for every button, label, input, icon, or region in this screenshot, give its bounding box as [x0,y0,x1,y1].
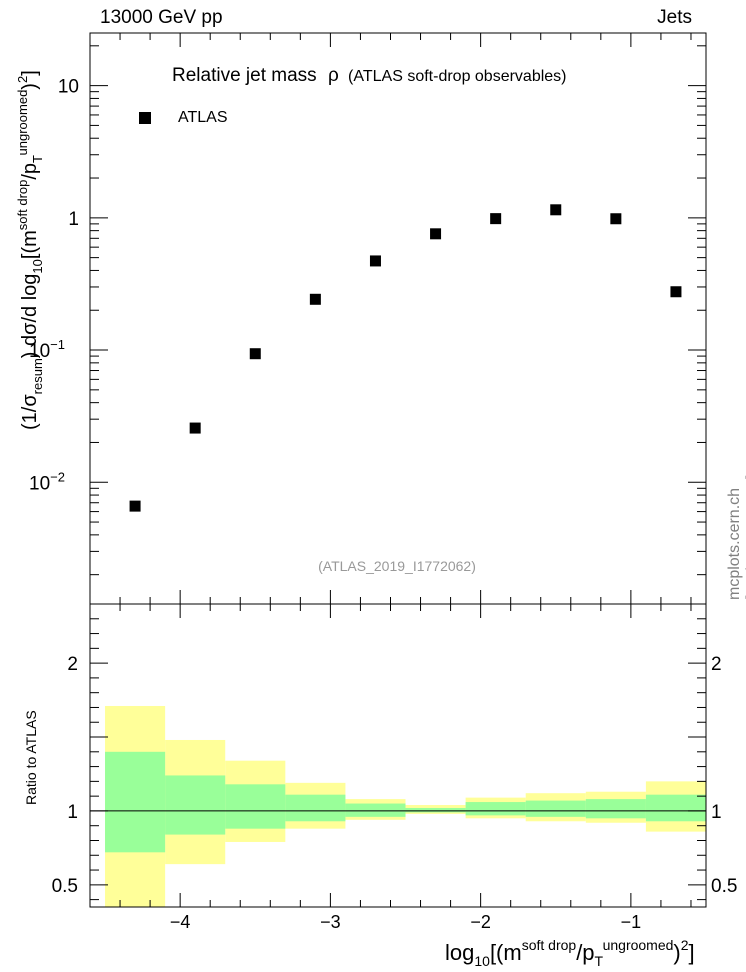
x-tick-label: −3 [320,912,341,932]
legend-label: ATLAS [178,109,228,126]
y-axis-label: (1/σresum) dσ/d log10[(msoft drop/pTungr… [15,70,45,430]
data-point [490,213,502,225]
data-point [369,255,381,267]
x-tick-label: −4 [170,912,191,932]
ratio-y-tick-label-right: 1 [711,802,722,823]
analysis-label: (ATLAS_2019_I1772062) [318,558,476,574]
header-left: 13000 GeV pp [100,7,223,28]
inner-band-bin [585,799,646,819]
ratio-y-tick-label: 0.5 [52,876,78,897]
y-tick-label: 10 [58,77,79,98]
data-point [129,500,141,512]
ratio-y-tick-label-right: 2 [711,654,722,675]
y-tick-label: 10−2 [29,469,65,494]
data-point [430,228,442,240]
data-point [610,213,622,225]
inner-band-bin [345,803,406,817]
inner-band-bin [225,784,286,829]
inner-band-bin [165,775,226,835]
main-plot-area: 10−2 10−1 1 10 [29,32,707,605]
ratio-y-tick-label-right: 0.5 [711,876,737,897]
ratio-plot-area: −4 −3 −2 −1 0.5 0.5 1 1 2 2 [52,603,737,932]
y-tick-label: 1 [68,209,79,230]
x-tick-label: −2 [470,912,491,932]
x-tick-label: −1 [621,912,642,932]
inner-band-bin [105,751,166,853]
inner-band-bin [405,807,466,813]
x-axis-label: log10[(msoft drop/pTungroomed)2] [445,937,695,969]
inner-band-bin [465,802,526,816]
data-point [309,293,321,305]
y-tick-label: 10−1 [29,337,65,362]
data-point [670,286,682,298]
header-right: Jets [657,7,692,28]
data-point [550,204,562,216]
svg-text:Relative jet mass ρ (A: Relative jet mass ρ (ATLAS soft-drop obs… [172,65,567,86]
inner-band-bin [525,800,586,817]
inner-band-bin [645,794,706,822]
ratio-y-tick-label: 2 [67,654,78,675]
chart-title-symbol: ρ [328,65,339,86]
chart-title: Relative jet mass [172,65,317,86]
inner-band-bin [285,794,346,822]
data-point [189,422,201,434]
data-point [249,348,261,360]
chart-subtitle: (ATLAS soft-drop observables) [348,68,566,85]
ratio-y-axis-label: Ratio to ATLAS [23,710,39,805]
ratio-frame-border [89,603,707,908]
ratio-y-tick-label: 1 [67,802,78,823]
legend-marker [139,112,151,124]
